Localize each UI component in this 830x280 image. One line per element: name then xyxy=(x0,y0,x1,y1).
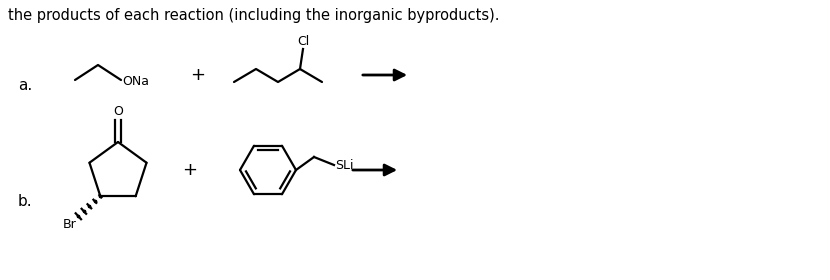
Text: b.: b. xyxy=(18,195,32,209)
Text: Br: Br xyxy=(62,218,76,231)
Text: a.: a. xyxy=(18,78,32,92)
Text: SLi: SLi xyxy=(335,158,354,171)
Text: O: O xyxy=(113,105,123,118)
Text: the products of each reaction (including the inorganic byproducts).: the products of each reaction (including… xyxy=(8,8,500,23)
Text: +: + xyxy=(183,161,198,179)
Text: Cl: Cl xyxy=(297,35,309,48)
Text: ONa: ONa xyxy=(122,74,149,88)
Text: +: + xyxy=(191,66,206,84)
